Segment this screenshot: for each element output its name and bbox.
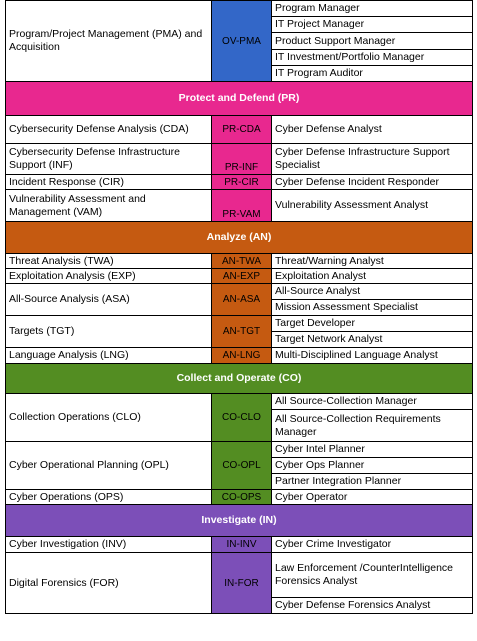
specialty-area: Cybersecurity Defense Analysis (CDA) xyxy=(5,115,212,144)
table-row: Language Analysis (LNG) AN-LNG Multi-Dis… xyxy=(5,347,473,364)
category-header-row: Collect and Operate (CO) xyxy=(5,363,473,394)
table-row: Exploitation Analysis (EXP) AN-EXP Explo… xyxy=(5,268,473,284)
table-row: Cybersecurity Defense Infrastructure Sup… xyxy=(5,143,473,175)
work-role: Cyber Intel Planner xyxy=(271,441,473,458)
category-header-row: Protect and Defend (PR) xyxy=(5,81,473,116)
work-role: Cyber Crime Investigator xyxy=(271,536,473,553)
work-role: Cyber Defense Incident Responder xyxy=(271,174,473,190)
work-role: IT Program Auditor xyxy=(271,65,473,82)
specialty-area: Cyber Investigation (INV) xyxy=(5,536,212,553)
table-row: Threat Analysis (TWA) AN-TWA Threat/Warn… xyxy=(5,253,473,269)
specialty-code: CO-OPL xyxy=(211,441,272,490)
work-role: IT Investment/Portfolio Manager xyxy=(271,49,473,66)
work-role: Multi-Disciplined Language Analyst xyxy=(271,347,473,364)
table-row: Cyber Operations (OPS) CO-OPS Cyber Oper… xyxy=(5,489,473,505)
specialty-area: Digital Forensics (FOR) xyxy=(5,552,212,614)
work-role: All Source-Collection Requirements Manag… xyxy=(271,409,473,442)
specialty-code: IN-INV xyxy=(211,536,272,553)
specialty-area: Cyber Operational Planning (OPL) xyxy=(5,441,212,490)
work-role: Threat/Warning Analyst xyxy=(271,253,473,269)
specialty-area: Vulnerability Assessment and Management … xyxy=(5,189,212,222)
table-row: Cyber Investigation (INV) IN-INV Cyber C… xyxy=(5,536,473,553)
work-role: Mission Assessment Specialist xyxy=(271,299,473,316)
work-role: Cyber Defense Analyst xyxy=(271,115,473,144)
table-row: Targets (TGT) AN-TGT Target Developer xyxy=(5,315,473,348)
work-role: Cyber Ops Planner xyxy=(271,457,473,474)
specialty-code: AN-EXP xyxy=(211,268,272,284)
work-role: Target Network Analyst xyxy=(271,331,473,348)
work-role: Cyber Operator xyxy=(271,489,473,505)
work-role: Product Support Manager xyxy=(271,32,473,50)
specialty-code: PR-CIR xyxy=(211,174,272,190)
category-header-row: Analyze (AN) xyxy=(5,221,473,254)
table-row: Mission Assessment Specialist xyxy=(6,299,473,316)
specialty-code: AN-ASA xyxy=(211,283,272,316)
specialty-area: Exploitation Analysis (EXP) xyxy=(5,268,212,284)
table-row: Digital Forensics (FOR) IN-FOR Law Enfor… xyxy=(5,552,473,614)
specialty-area: Collection Operations (CLO) xyxy=(5,393,212,442)
table-row: Cybersecurity Defense Analysis (CDA) PR-… xyxy=(5,115,473,144)
work-role: All-Source Analyst xyxy=(271,283,473,300)
specialty-area: All-Source Analysis (ASA) xyxy=(5,283,212,316)
work-role: IT Project Manager xyxy=(271,16,473,33)
table-row: Program/Project Management (PMA) and Acq… xyxy=(5,0,473,82)
specialty-area: Cybersecurity Defense Infrastructure Sup… xyxy=(5,143,212,175)
table-row: Cyber Operational Planning (OPL) CO-OPL … xyxy=(5,441,473,490)
work-role: Cyber Defense Forensics Analyst xyxy=(271,597,473,614)
work-role: Partner Integration Planner xyxy=(271,473,473,490)
specialty-area: Cyber Operations (OPS) xyxy=(5,489,212,505)
category-header-analyze: Analyze (AN) xyxy=(5,221,473,254)
category-header-collect: Collect and Operate (CO) xyxy=(5,363,473,394)
specialty-code: CO-OPS xyxy=(211,489,272,505)
specialty-area-pma: Program/Project Management (PMA) and Acq… xyxy=(5,0,212,82)
specialty-area: Targets (TGT) xyxy=(5,315,212,348)
work-role: Target Developer xyxy=(271,315,473,332)
specialty-area: Threat Analysis (TWA) xyxy=(5,253,212,269)
work-role: Vulnerability Assessment Analyst xyxy=(271,189,473,222)
category-header-investigate: Investigate (IN) xyxy=(5,504,473,537)
workforce-framework-table: Program/Project Management (PMA) and Acq… xyxy=(5,0,473,614)
table-row: Incident Response (CIR) PR-CIR Cyber Def… xyxy=(5,174,473,190)
work-role: Exploitation Analyst xyxy=(271,268,473,284)
specialty-code: AN-TWA xyxy=(211,253,272,269)
category-header-protect: Protect and Defend (PR) xyxy=(5,81,473,116)
table-row: Cyber Defense Forensics Analyst xyxy=(6,597,473,614)
table-row: All-Source Analysis (ASA) AN-ASA All-Sou… xyxy=(5,283,473,316)
specialty-area: Language Analysis (LNG) xyxy=(5,347,212,364)
work-role: All Source-Collection Manager xyxy=(271,393,473,410)
category-header-row: Investigate (IN) xyxy=(5,504,473,537)
specialty-code: AN-LNG xyxy=(211,347,272,364)
specialty-area: Incident Response (CIR) xyxy=(5,174,212,190)
work-role: Program Manager xyxy=(271,0,473,17)
specialty-code: IN-FOR xyxy=(211,552,272,614)
specialty-code: PR-INF xyxy=(211,143,272,175)
work-role: Cyber Defense Infrastructure Support Spe… xyxy=(271,143,473,175)
specialty-code: PR-VAM xyxy=(211,189,272,222)
specialty-code-ov-pma: OV-PMA xyxy=(211,0,272,82)
specialty-code: PR-CDA xyxy=(211,115,272,144)
work-role: Law Enforcement /CounterIntelligence For… xyxy=(271,552,473,598)
table-row: Collection Operations (CLO) CO-CLO All S… xyxy=(5,393,473,442)
specialty-code: AN-TGT xyxy=(211,315,272,348)
specialty-code: CO-CLO xyxy=(211,393,272,442)
table-row: Vulnerability Assessment and Management … xyxy=(5,189,473,222)
